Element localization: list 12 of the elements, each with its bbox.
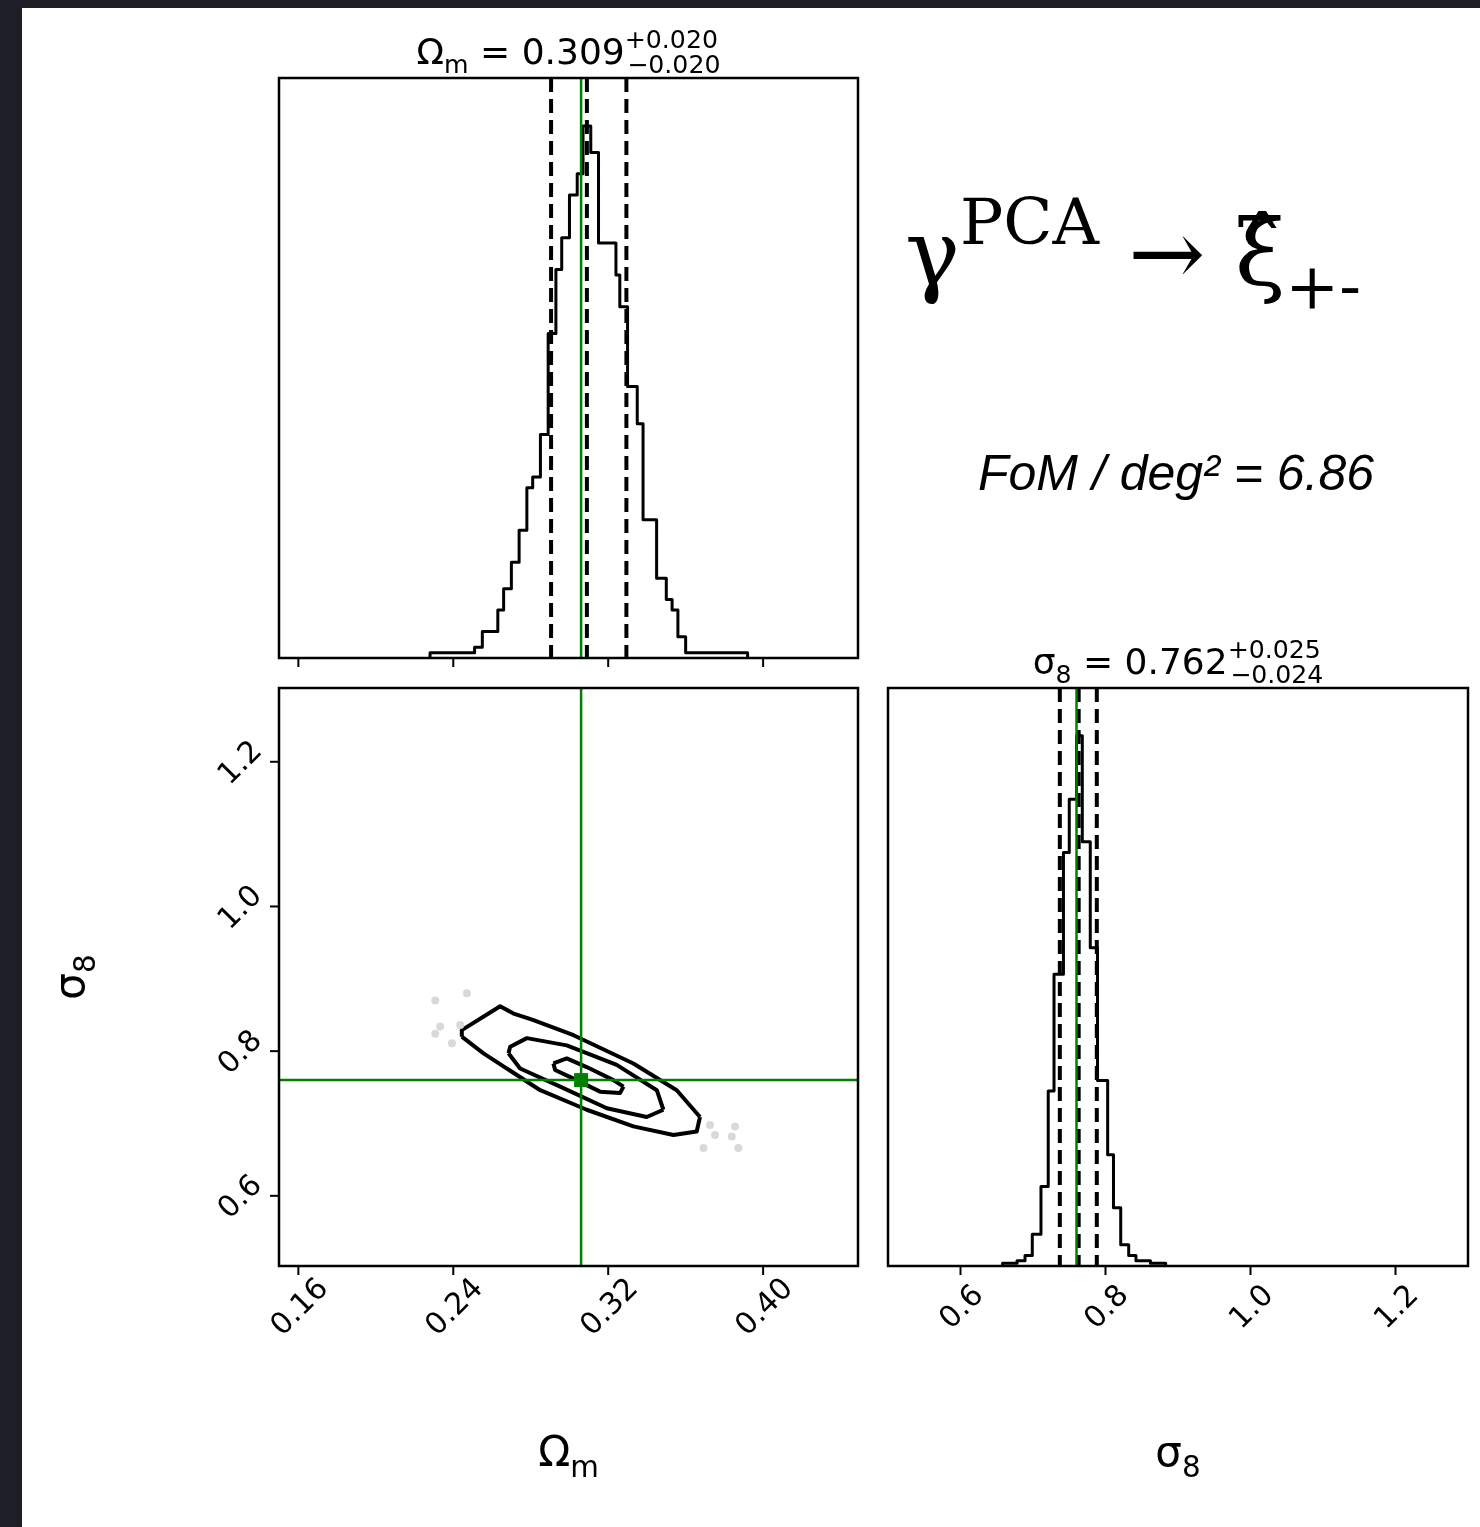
text: γ$^{PCA}$ → ξ̂$_{+-}$	[905, 183, 1362, 323]
x-tick-label: 1.0	[1221, 1276, 1280, 1336]
y-tick-label: 0.8	[209, 1021, 269, 1081]
x-tick-label: 1.2	[1366, 1276, 1425, 1336]
x-tick-label: 0.8	[1076, 1276, 1135, 1336]
x-tick-label: 0.6	[931, 1276, 990, 1336]
y-tick-label: 1.2	[209, 732, 269, 792]
y-tick-label: 1.0	[209, 877, 269, 936]
x-axis-title: Ω$_{m}$	[538, 1427, 599, 1484]
text: FoM / deg² = 6.86	[978, 445, 1375, 501]
y-tick-label: 0.6	[209, 1166, 269, 1226]
x-axis-title: σ$_{8}$	[1155, 1427, 1201, 1484]
